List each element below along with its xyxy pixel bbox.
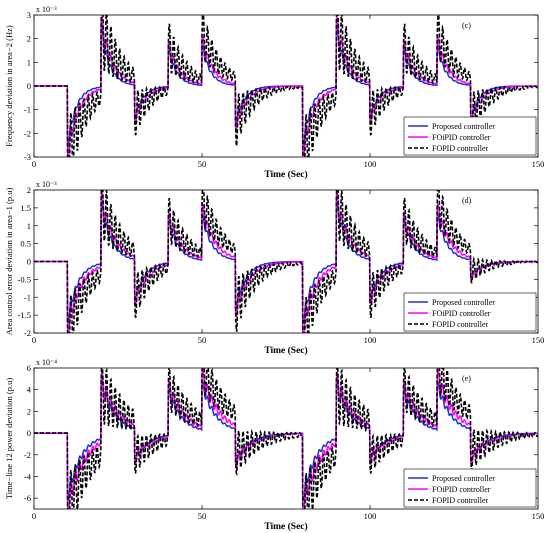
x-tick-label: 0 — [32, 159, 36, 169]
x-tick-label: 50 — [198, 335, 207, 345]
panel-tag: (c) — [462, 21, 471, 30]
y-tick-label: 1 — [27, 221, 31, 231]
x-tick-label: 150 — [532, 335, 545, 345]
series-line-3 — [34, 368, 538, 509]
y-tick-label: -1.5 — [18, 310, 31, 320]
axis-multiplier: x 10⁻⁴ — [36, 358, 57, 367]
panel-tag: (e) — [462, 374, 471, 383]
x-tick-label: 50 — [198, 511, 207, 521]
y-tick-label: -2 — [24, 450, 31, 460]
y-tick-label: -2 — [24, 128, 31, 138]
x-tick-label: 150 — [532, 159, 545, 169]
y-tick-label: 2 — [27, 34, 31, 44]
y-tick-label: 2 — [27, 406, 31, 416]
panel-ace-area1: 0 50 100 150 2 1.5 1 0.5 0 -0.5 -1 -1.5 -2 x 10⁻³ (d) T… — [4, 180, 545, 356]
series-line-3 — [34, 190, 538, 333]
y-tick-label: 4 — [27, 385, 32, 395]
axis-multiplier: x 10⁻³ — [36, 5, 57, 14]
series-group — [34, 190, 538, 333]
y-tick-label: 0 — [27, 428, 31, 438]
y-tick-label: 0 — [27, 81, 31, 91]
legend: Proposed controller FOiPID controller FOPI… — [403, 468, 537, 508]
panel-tag: (d) — [462, 196, 472, 205]
y-tick-label: -4 — [24, 471, 32, 481]
x-axis-label: Time (Sec) — [264, 169, 307, 180]
series-group — [34, 368, 538, 509]
x-tick-label: 50 — [198, 159, 207, 169]
series-group — [34, 15, 538, 157]
plot-frame — [33, 367, 539, 510]
legend-entry: FOPID controller — [432, 320, 489, 329]
y-axis-label: Time−line 12 power deviation (p.u) — [4, 378, 14, 500]
legend-entry: FOiPID controller — [432, 133, 491, 142]
x-tick-label: 150 — [532, 511, 545, 521]
y-tick-label: 0 — [27, 257, 31, 267]
legend: Proposed controller FOiPID controller FOPI… — [403, 292, 537, 332]
y-tick-label: -1 — [24, 105, 31, 115]
y-tick-label: 3 — [27, 10, 31, 20]
legend-entry: FOPID controller — [432, 496, 489, 505]
legend-entry: FOiPID controller — [432, 309, 491, 318]
y-tick-label: 6 — [27, 363, 31, 373]
x-tick-label: 100 — [364, 511, 377, 521]
legend-entry: Proposed controller — [432, 298, 495, 307]
series-line-3 — [34, 15, 538, 157]
legend-entry: Proposed controller — [432, 122, 495, 131]
x-tick-label: 100 — [364, 159, 377, 169]
x-tick-label: 0 — [32, 511, 36, 521]
y-tick-label: -2 — [24, 328, 31, 338]
y-tick-label: 1 — [27, 57, 31, 67]
y-tick-label: -1 — [24, 292, 31, 302]
axis-multiplier: x 10⁻³ — [36, 180, 57, 189]
y-tick-label: -3 — [24, 152, 31, 162]
y-tick-label: 0.5 — [20, 239, 31, 249]
legend-entry: Proposed controller — [432, 474, 495, 483]
y-axis-label: Area control error deviation in area−1 (… — [4, 188, 14, 336]
x-tick-label: 100 — [364, 335, 377, 345]
x-axis-label: Time (Sec) — [264, 345, 307, 356]
y-tick-label: 1.5 — [20, 203, 31, 213]
y-tick-label: -0.5 — [18, 274, 31, 284]
x-tick-label: 0 — [32, 335, 36, 345]
y-tick-label: 2 — [27, 185, 31, 195]
y-axis-label: Frequency deviation in area−2 (Hz) — [4, 25, 14, 147]
legend-entry: FOiPID controller — [432, 485, 491, 494]
x-axis-label: Time (Sec) — [264, 521, 307, 532]
legend: Proposed controller FOiPID controller FOPI… — [403, 116, 537, 156]
legend-entry: FOPID controller — [432, 144, 489, 153]
panel-frequency-area2: 0 50 100 150 3 2 1 0 -1 -2 -3 x 10⁻³ (c) Time (Sec) Fr… — [4, 5, 545, 180]
y-tick-label: -6 — [24, 493, 31, 503]
panel-tieline-power: 0 50 100 150 6 4 2 0 -2 -4 -6 x 10⁻⁴ (e) Time (Sec) Ti… — [4, 358, 545, 532]
